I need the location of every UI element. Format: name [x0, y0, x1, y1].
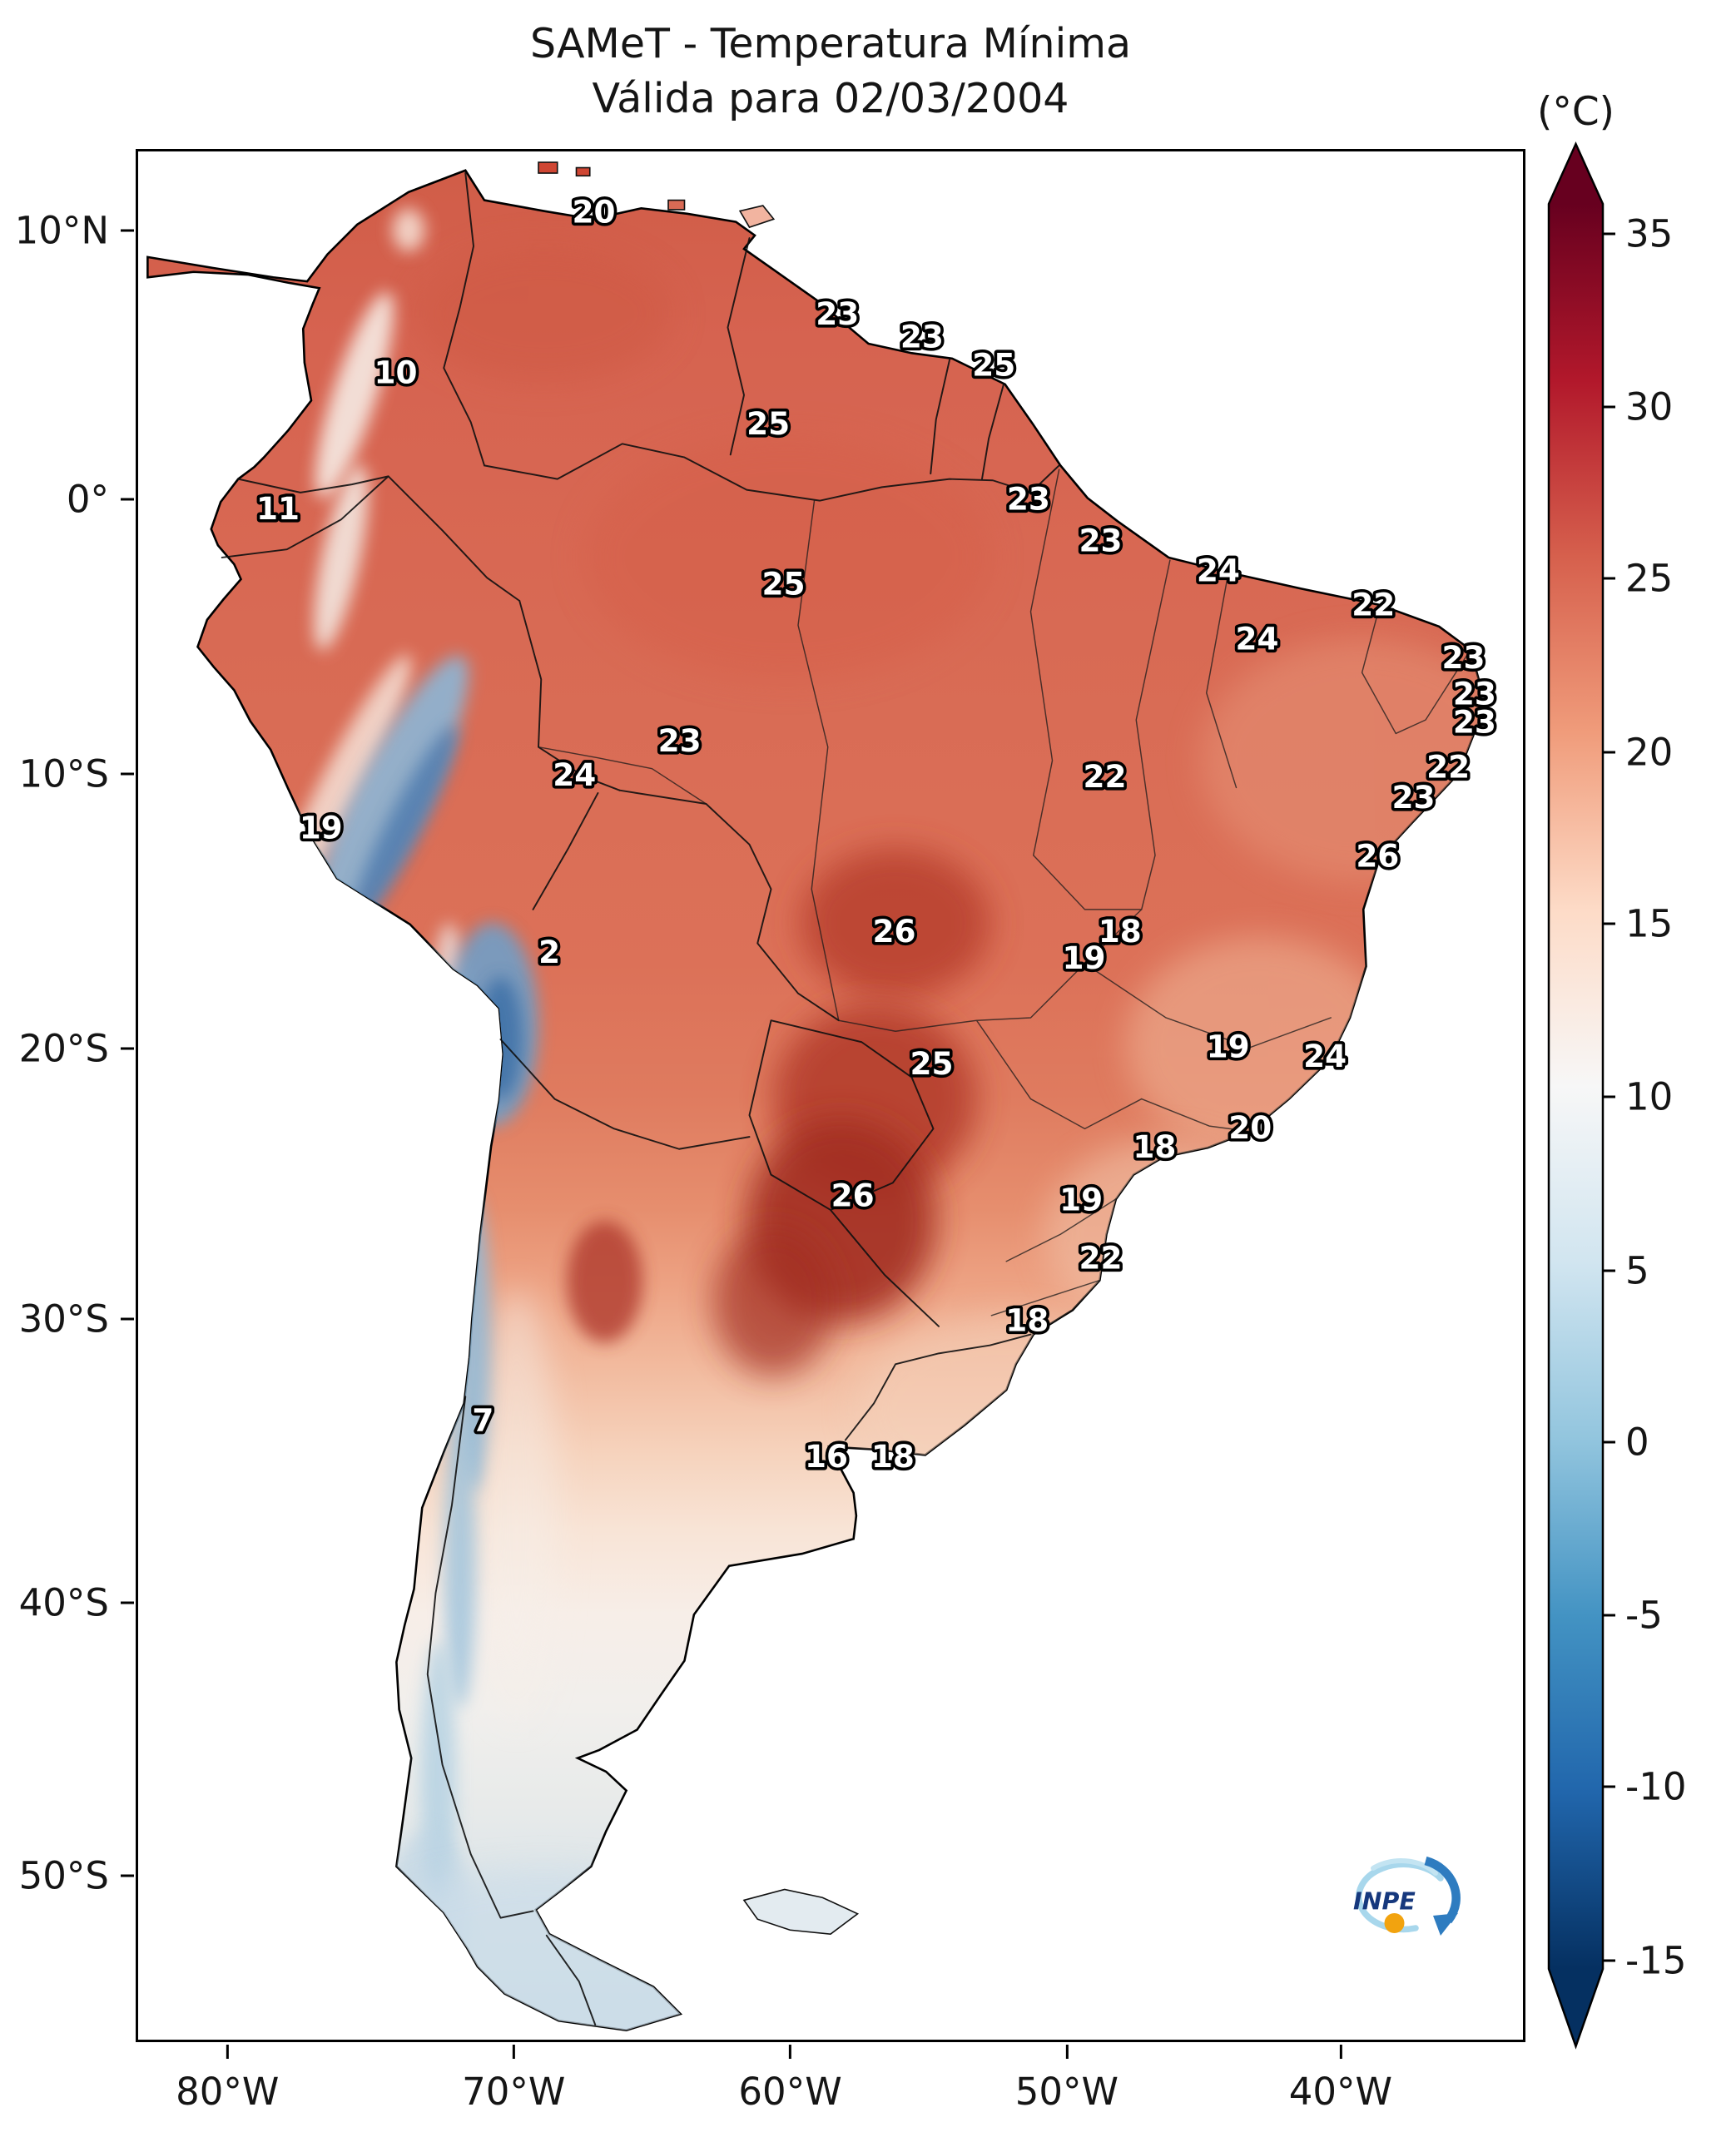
- temp-label: 26: [831, 1178, 875, 1214]
- lat-tick-label: 20°S: [18, 1026, 135, 1071]
- temp-label: 23: [1442, 639, 1486, 676]
- temp-label: 20: [572, 194, 615, 231]
- temp-label: 22: [1084, 758, 1127, 795]
- colorbar-gradient: [1547, 141, 1605, 2050]
- inpe-logo-orange-dot: [1384, 1913, 1405, 1934]
- temp-label: 11: [256, 490, 300, 527]
- temp-label: 23: [658, 722, 702, 759]
- logo-swirl-inner: [1371, 1858, 1439, 1877]
- chart-title: SAMeT - Temperatura Mínima Válida para 0…: [136, 17, 1525, 126]
- temp-label: 24: [553, 756, 596, 793]
- title-line2: Válida para 02/03/2004: [592, 74, 1069, 122]
- latitude-axis: 10°N 0° 10°S 20°S 30°S 40°S 50°S: [0, 149, 136, 2042]
- temp-label: 24: [1236, 620, 1279, 657]
- lat-tick-label: 40°S: [18, 1580, 135, 1625]
- colorbar-tick-label: 25: [1601, 556, 1674, 601]
- temp-label: 23: [1453, 675, 1496, 712]
- temp-label: 25: [972, 346, 1015, 383]
- falkland-islands: [742, 1888, 860, 1935]
- trinidad-island: [738, 205, 776, 229]
- temp-label: 23: [900, 318, 944, 355]
- temp-label: 23: [1079, 522, 1123, 558]
- colorbar-tick-label: 0: [1602, 1420, 1649, 1465]
- temp-label: 25: [910, 1045, 954, 1082]
- temp-label: 19: [300, 809, 343, 845]
- colorbar: (°C) 35 30 25 20 15 10 5 0 -5 -10 -15: [1537, 89, 1687, 2050]
- temp-label: 23: [1453, 703, 1496, 740]
- temp-label: 18: [871, 1438, 915, 1475]
- longitude-axis: 80°W 70°W 60°W 50°W 40°W: [136, 2045, 1525, 2124]
- colorbar-tick-label: 10: [1601, 1074, 1674, 1119]
- lat-tick-label: 10°S: [18, 751, 135, 796]
- caribbean-island: [538, 161, 558, 174]
- temp-label: 25: [746, 405, 790, 442]
- temp-label: 22: [1079, 1240, 1123, 1277]
- temp-label: 19: [1059, 1181, 1103, 1217]
- inpe-logo-text: INPE: [1353, 1888, 1416, 1916]
- temp-label: 20: [1228, 1109, 1272, 1146]
- colorbar-shape: [1547, 141, 1605, 2050]
- colorbar-tick-label: 5: [1602, 1248, 1649, 1293]
- margarita-island: [667, 199, 686, 211]
- temp-label: 24: [1303, 1038, 1347, 1074]
- temp-label: 23: [1007, 481, 1050, 518]
- temp-label: 19: [1063, 940, 1106, 976]
- lon-tick-label: 40°W: [1288, 2045, 1393, 2114]
- colorbar-tick-label: 30: [1601, 384, 1674, 429]
- temp-label: 25: [761, 566, 805, 602]
- temp-label: 22: [1426, 749, 1470, 786]
- title-line1: SAMeT - Temperatura Mínima: [530, 20, 1131, 67]
- colorbar-tick-label: -15: [1602, 1938, 1687, 1983]
- caribbean-island: [575, 166, 591, 177]
- temp-label: 18: [1005, 1302, 1049, 1338]
- lon-tick-label: 70°W: [462, 2045, 566, 2114]
- temp-label: 18: [1133, 1128, 1176, 1165]
- temp-label: 19: [1207, 1028, 1250, 1064]
- inpe-logo-graphic: INPE: [1353, 1857, 1461, 1936]
- temp-label: 23: [1392, 779, 1436, 816]
- temp-label: 24: [1197, 553, 1240, 589]
- colorbar-tick-label: -5: [1602, 1593, 1663, 1638]
- colorbar-tick-label: -10: [1602, 1764, 1687, 1809]
- temp-label: 23: [816, 295, 859, 332]
- temp-label: 16: [805, 1438, 848, 1475]
- islands: [538, 161, 860, 1935]
- lon-tick-label: 60°W: [738, 2045, 842, 2114]
- lon-tick-label: 50°W: [1014, 2045, 1119, 2114]
- lon-tick-label: 80°W: [176, 2045, 280, 2114]
- colorbar-unit-label: (°C): [1537, 89, 1614, 135]
- lat-tick-label: 30°S: [18, 1297, 135, 1341]
- temp-label: 26: [873, 913, 916, 950]
- lat-tick-label: 0°: [66, 477, 135, 522]
- temp-label: 18: [1099, 913, 1142, 950]
- temp-label: 26: [1356, 837, 1399, 874]
- logo-arrow-head: [1433, 1913, 1459, 1936]
- map-plot: 20 23 23 25 10 25 23 11 23 24 25 22 24 23 23 23 23 24 22 22…: [136, 149, 1525, 2042]
- inpe-logo: INPE: [1336, 1851, 1473, 1951]
- temp-label: 7: [472, 1402, 494, 1439]
- temp-label: 10: [374, 354, 418, 390]
- colorbar-tick-label: 35: [1601, 211, 1674, 256]
- logo-arrow-curve: [1424, 1857, 1461, 1924]
- lat-tick-label: 10°N: [14, 208, 135, 253]
- colorbar-tick-label: 20: [1601, 730, 1674, 775]
- lat-tick-label: 50°S: [18, 1853, 135, 1898]
- state-borders: [538, 469, 1470, 1316]
- temp-label: 2: [538, 934, 560, 970]
- temp-label: 22: [1352, 587, 1395, 623]
- colorbar-tick-label: 15: [1601, 901, 1674, 946]
